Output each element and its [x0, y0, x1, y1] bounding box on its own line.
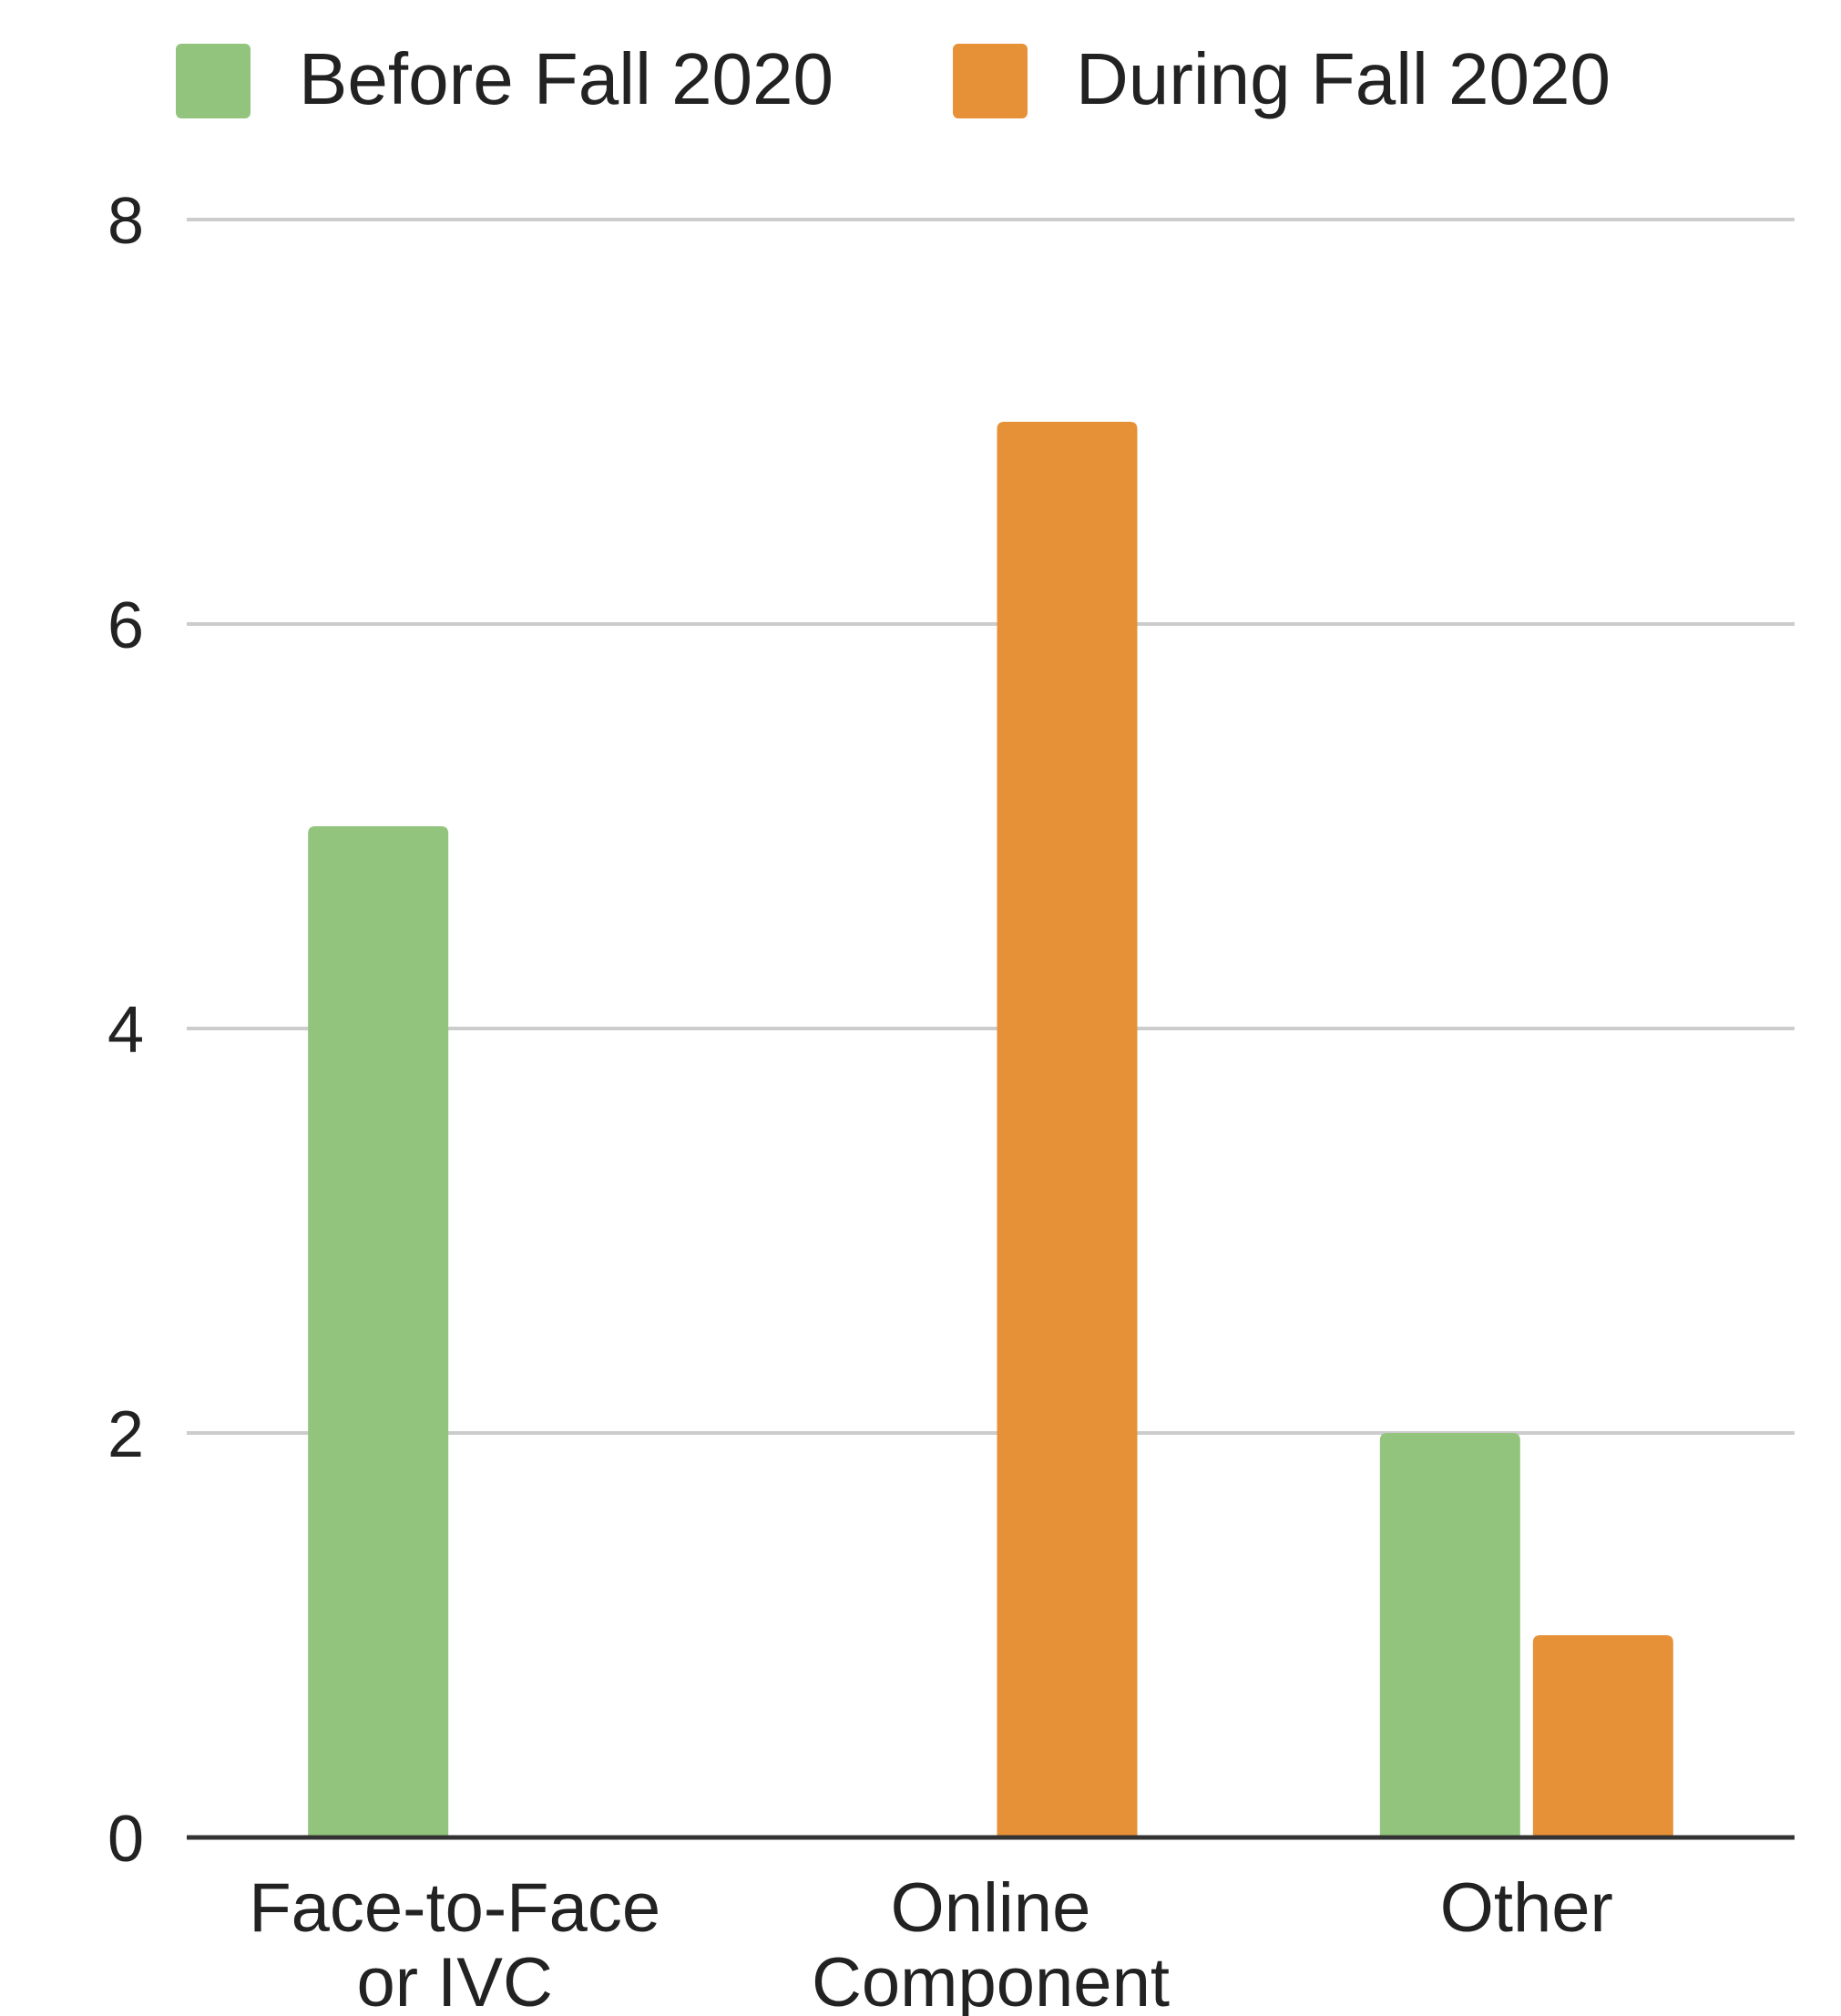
y-tick-label: 2 [107, 1398, 144, 1471]
legend-swatch [953, 44, 1028, 118]
bars [308, 422, 1673, 1837]
legend: Before Fall 2020 During Fall 2020 [176, 38, 1611, 119]
y-tick-label: 6 [107, 589, 144, 662]
y-tick-label: 0 [107, 1803, 144, 1876]
bar-before-fall-2020-0 [308, 826, 449, 1837]
bar-before-fall-2020-2 [1379, 1433, 1520, 1837]
y-tick-label: 4 [107, 994, 144, 1067]
category-label: or IVC [356, 1944, 552, 2016]
y-tick-label: 8 [107, 185, 144, 258]
gridlines [187, 218, 1795, 1435]
legend-label: During Fall 2020 [1076, 38, 1611, 119]
bar-during-fall-2020-1 [997, 422, 1138, 1837]
legend-label: Before Fall 2020 [299, 38, 834, 119]
category-label: Online [891, 1869, 1091, 1947]
category-label: Component [812, 1944, 1170, 2016]
bar-during-fall-2020-2 [1532, 1635, 1673, 1837]
legend-swatch [176, 44, 251, 118]
category-label: Face-to-Face [249, 1869, 660, 1947]
y-tick-labels: 0 2 4 6 8 [107, 185, 144, 1876]
category-label: Other [1440, 1869, 1613, 1947]
